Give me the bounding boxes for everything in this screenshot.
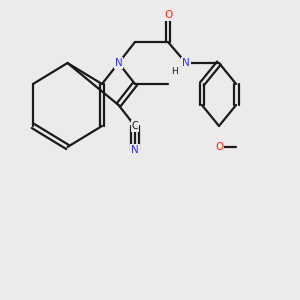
Text: N: N [115, 58, 122, 68]
Text: C: C [132, 121, 138, 131]
Text: O: O [164, 10, 172, 20]
Text: O: O [215, 142, 223, 152]
Text: H: H [171, 67, 177, 76]
Text: N: N [131, 145, 139, 155]
Text: N: N [182, 58, 190, 68]
